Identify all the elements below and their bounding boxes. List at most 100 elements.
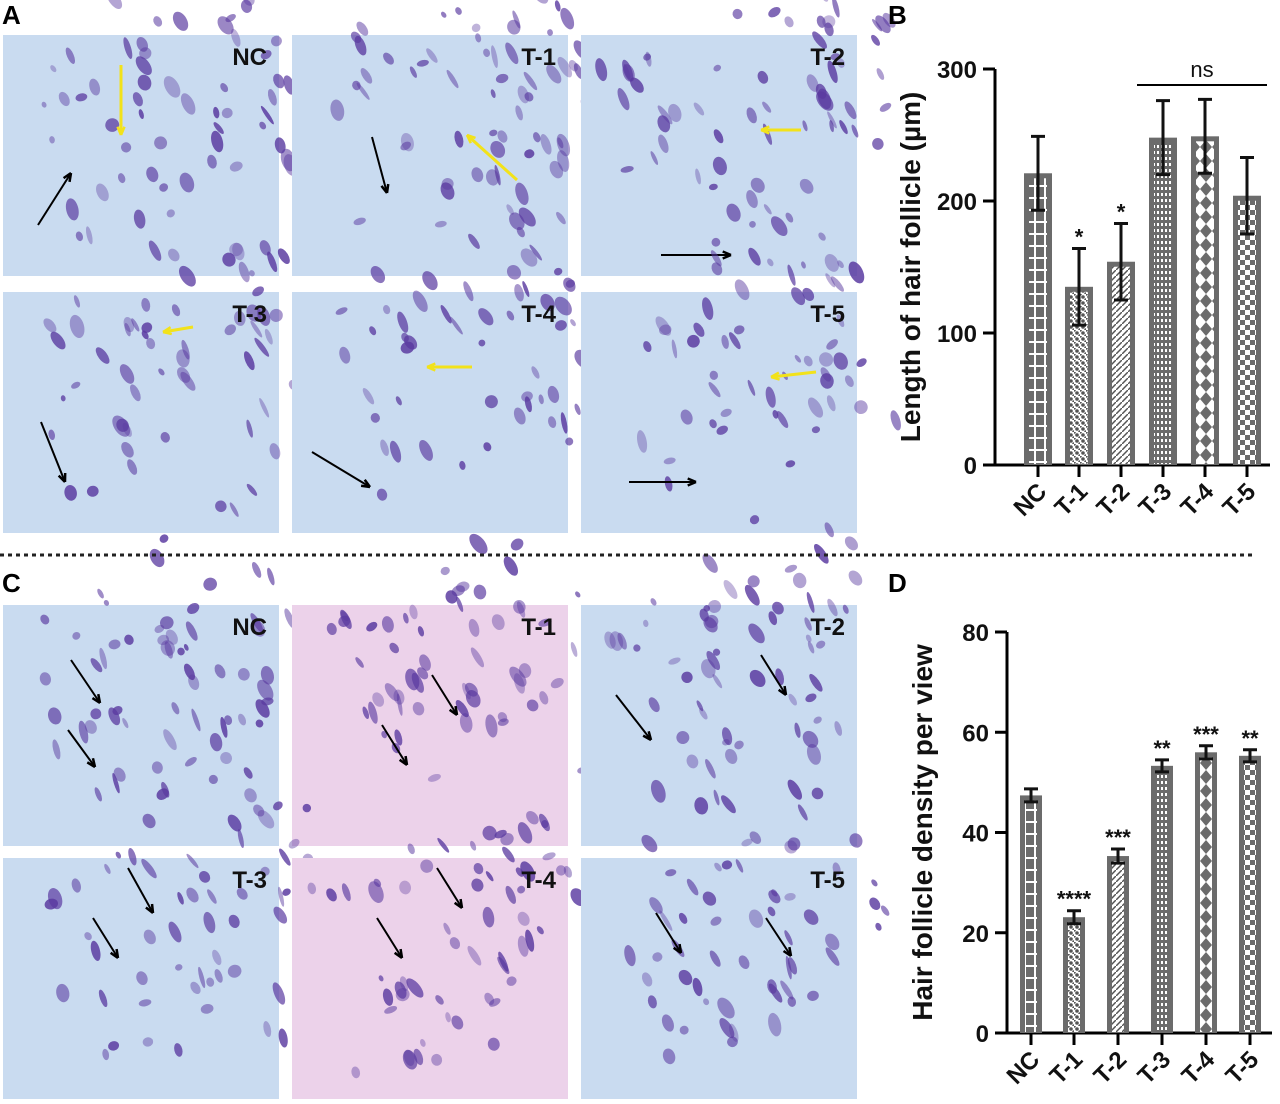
x-tick-label: T-1 — [1050, 478, 1094, 522]
bar-pattern — [1070, 291, 1088, 464]
bar-pattern — [1156, 770, 1168, 1032]
micrograph-panels-A-images-1: T-1 — [292, 0, 595, 276]
arrow-icon — [127, 867, 154, 914]
arrow-icon — [162, 325, 194, 334]
bar-pattern — [1154, 142, 1172, 464]
y-tick-label: 0 — [976, 1021, 989, 1048]
chart-hair-follicle-density: 0 20 40 60 80 Hair follicle density per view N… — [907, 620, 1272, 1090]
x-tick-label: T-5 — [1218, 478, 1262, 522]
arrow-icon — [436, 867, 463, 909]
significance-marker: *** — [1193, 722, 1219, 747]
y-tick-label: 40 — [962, 821, 989, 848]
bar-pattern — [1200, 757, 1212, 1032]
arrow-icon — [765, 917, 792, 957]
micrograph-label: NC — [232, 614, 267, 641]
error-bar — [1199, 744, 1213, 761]
arrow-icon — [381, 724, 408, 766]
error-bar — [1072, 247, 1086, 327]
y-axis-label: Hair follicle density per view — [907, 644, 938, 1021]
x-tick-label: NC — [1009, 478, 1053, 522]
error-bar — [1031, 134, 1045, 212]
micrograph-panels-A-images-2: T-2 — [581, 0, 896, 276]
micrograph-panels-C-images-4: T-4 — [292, 811, 600, 1099]
micrograph-label: T-4 — [521, 301, 556, 328]
x-tick-label: T-1 — [1045, 1046, 1089, 1090]
chart-hair-follicle-length: 0 100 200 300 Length of hair follicle (µm) NC… — [895, 57, 1270, 522]
x-tick-label: T-3 — [1134, 478, 1178, 522]
error-bar — [1156, 99, 1170, 177]
micrograph-label: T-5 — [810, 867, 845, 894]
x-tick-label: T-2 — [1089, 1046, 1133, 1090]
bar-pattern — [1112, 861, 1124, 1032]
bar-pattern — [1029, 178, 1047, 464]
bar-pattern — [1238, 200, 1256, 464]
error-bar — [1240, 155, 1254, 236]
y-tick-label: 60 — [962, 720, 989, 747]
bar-pattern — [1196, 141, 1214, 464]
arrow-icon — [67, 729, 96, 768]
error-bar — [1243, 748, 1257, 764]
arrow-icon — [311, 451, 371, 488]
error-bar — [1111, 847, 1125, 865]
arrow-icon — [40, 421, 66, 483]
error-bar — [1114, 221, 1128, 302]
x-tick-label: T-4 — [1176, 478, 1220, 522]
significance-marker: * — [1075, 225, 1084, 250]
micrograph-label: NC — [232, 44, 267, 71]
panel-label-c: C — [2, 568, 21, 598]
arrow-icon — [70, 659, 101, 704]
micrograph-panels-C-images-5: T-5 — [581, 730, 890, 1099]
error-bar — [1155, 758, 1169, 774]
panel-label-a: A — [2, 0, 21, 30]
bar-pattern — [1112, 266, 1130, 464]
significance-marker: * — [1117, 199, 1126, 224]
y-axis-label: Length of hair follicle (µm) — [895, 92, 926, 443]
error-bar — [1067, 909, 1081, 926]
micrograph-label: T-3 — [232, 301, 267, 328]
significance-marker: ** — [1241, 726, 1259, 751]
panel-label-b: B — [888, 0, 907, 30]
bracket-label: ns — [1190, 57, 1213, 82]
bar-pattern — [1025, 800, 1037, 1032]
micrograph-label: T-2 — [810, 44, 845, 71]
arrow-icon — [92, 917, 119, 959]
micrograph-panels-A-images-5: T-5 — [581, 178, 901, 533]
micrograph-label: T-1 — [521, 44, 556, 71]
micrograph-panels-A-images-3: T-3 — [3, 209, 333, 533]
micrograph-panels-C-images-2: T-2 — [581, 515, 863, 846]
micrograph-label: T-3 — [232, 867, 267, 894]
arrow-icon — [615, 694, 652, 741]
micrograph-panels-C-images-3: T-3 — [3, 751, 334, 1099]
y-tick-label: 300 — [937, 57, 977, 84]
arrow-icon — [760, 654, 787, 696]
arrow-icon — [655, 912, 682, 954]
x-tick-label: T-2 — [1092, 478, 1136, 522]
y-tick-label: 200 — [937, 189, 977, 216]
significance-marker: **** — [1057, 887, 1092, 912]
micrograph-label: T-5 — [810, 301, 845, 328]
arrow-icon — [376, 917, 403, 959]
significance-marker: *** — [1105, 825, 1131, 850]
arrow-icon — [770, 370, 817, 379]
y-tick-label: 0 — [964, 453, 977, 480]
error-bar — [1024, 787, 1038, 804]
arrow-icon — [371, 136, 388, 194]
arrow-icon — [37, 172, 72, 226]
bar-pattern — [1244, 760, 1256, 1032]
bar-pattern — [1068, 922, 1080, 1032]
x-tick-label: T-4 — [1177, 1046, 1221, 1090]
micrograph-label: T-4 — [521, 867, 556, 894]
x-tick-label: NC — [1002, 1046, 1046, 1090]
panel-label-d: D — [888, 568, 907, 598]
y-tick-label: 100 — [937, 321, 977, 348]
x-tick-label: T-3 — [1133, 1046, 1177, 1090]
micrograph-panels-C-images-0: NC — [3, 483, 326, 846]
micrograph-label: T-1 — [521, 614, 556, 641]
arrow-icon — [465, 133, 519, 182]
error-bar — [1198, 97, 1212, 175]
arrow-icon — [431, 674, 458, 716]
y-tick-label: 20 — [962, 921, 989, 948]
x-tick-label: T-5 — [1221, 1046, 1265, 1090]
micrograph-label: T-2 — [810, 614, 845, 641]
